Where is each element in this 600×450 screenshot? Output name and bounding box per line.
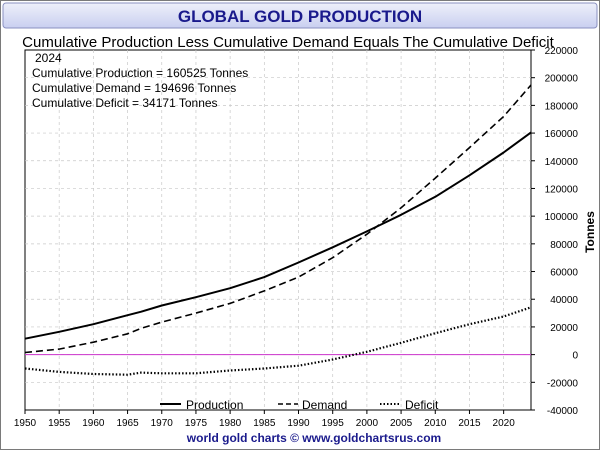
y-tick-label: 220000: [545, 46, 579, 57]
y-tick-label: 120000: [545, 184, 579, 195]
annotation-deficit: Cumulative Deficit = 34171 Tonnes: [32, 96, 218, 110]
x-tick-label: 1950: [14, 418, 37, 429]
series-demand-line: [24, 84, 532, 354]
x-tick-label: 1995: [322, 418, 345, 429]
x-tick-label: 1975: [185, 418, 208, 429]
y-tick-label: 100000: [545, 212, 579, 223]
x-tick-label: 1990: [287, 418, 310, 429]
x-tick-label: 1960: [82, 418, 105, 429]
page-title: GLOBAL GOLD PRODUCTION: [178, 7, 422, 26]
x-tick-label: 1965: [116, 418, 139, 429]
series-layer: [24, 84, 532, 376]
x-tick-label: 1980: [219, 418, 242, 429]
footer-credit: world gold charts © www.goldchartsrus.co…: [186, 431, 441, 445]
annotation-demand: Cumulative Demand = 194696 Tonnes: [32, 81, 236, 95]
legend-label-demand: Demand: [302, 398, 347, 412]
series-deficit-line: [24, 306, 532, 376]
legend: Production Demand Deficit: [160, 398, 439, 412]
y-tick-label: 160000: [545, 129, 579, 140]
y-tick-label: -40000: [547, 406, 579, 417]
y-tick-label: 0: [572, 351, 578, 362]
x-tick-label: 1970: [151, 418, 174, 429]
plot-area: [24, 49, 532, 411]
x-tick-label: 1985: [253, 418, 276, 429]
x-tick-label: 2020: [493, 418, 516, 429]
x-tick-label: 2015: [458, 418, 481, 429]
y-tick-label: 200000: [545, 74, 579, 85]
title-banner: [2, 2, 598, 29]
y-tick-label: 20000: [550, 323, 578, 334]
y-tick-label: 180000: [545, 101, 579, 112]
y-tick-label: 40000: [550, 295, 578, 306]
annotation-production: Cumulative Production = 160525 Tonnes: [32, 66, 248, 80]
legend-label-production: Production: [186, 398, 243, 412]
x-tick-label: 1955: [48, 418, 71, 429]
y-tick-label: 80000: [550, 240, 578, 251]
y-axis-label: Tonnes: [583, 211, 597, 253]
y-tick-label: 60000: [550, 268, 578, 279]
x-tick-label: 2005: [390, 418, 413, 429]
annotation-year: 2024: [35, 51, 62, 65]
y-axis-ticks: -40000 -20000 0 20000 40000 60000 80000 100000 1…: [531, 46, 578, 417]
x-axis-ticks: 1950 1955 1960 1965 1970 1975 1980 1985 1990 1995…: [14, 410, 515, 429]
chart-subtitle: Cumulative Production Less Cumulative De…: [22, 34, 554, 51]
x-tick-label: 2000: [356, 418, 379, 429]
legend-label-deficit: Deficit: [405, 398, 439, 412]
y-tick-label: 140000: [545, 157, 579, 168]
y-tick-label: -20000: [547, 378, 579, 389]
x-tick-label: 2010: [424, 418, 447, 429]
series-production-line: [24, 131, 532, 340]
